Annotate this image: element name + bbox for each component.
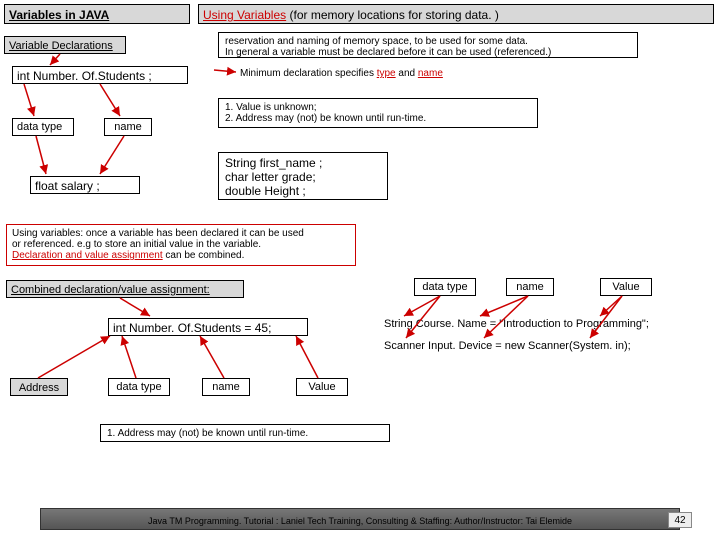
using-box-a: Using variables: once a variable has bee…: [12, 228, 304, 250]
using-box-b: Declaration and value assignment: [12, 250, 163, 261]
footer-text: Java TM Programming. Tutorial : Laniel T…: [0, 516, 720, 526]
data-type-box: data type: [12, 118, 74, 136]
name-box: name: [104, 118, 152, 136]
title-using-variables: Using Variables (for memory locations fo…: [198, 4, 714, 24]
name-box-2: name: [506, 278, 554, 296]
min-decl-text: Minimum declaration specifies type and n…: [240, 68, 443, 79]
note-address-runtime: 1. Address may (not) be known until run-…: [100, 424, 390, 442]
min-decl-and: and: [396, 68, 418, 79]
min-decl-name: name: [418, 68, 443, 79]
value-box: Value: [600, 278, 652, 296]
decl-int-students-45: int Number. Of.Students = 45;: [108, 318, 308, 336]
address-box: Address: [10, 378, 68, 396]
page-number: 42: [668, 512, 692, 528]
variable-declarations-desc: reservation and naming of memory space, …: [218, 32, 638, 58]
decl-multiline-block: String first_name ; char letter grade; d…: [218, 152, 388, 200]
notes-unknown-address: 1. Value is unknown; 2. Address may (not…: [218, 98, 538, 128]
using-box-c: can be combined.: [163, 250, 245, 261]
combined-decl-label: Combined declaration/value assignment:: [6, 280, 244, 298]
data-type-box-3: data type: [108, 378, 170, 396]
using-variables-red: Using Variables: [203, 8, 286, 22]
decl-float-salary: float salary ;: [30, 176, 140, 194]
using-variables-box: Using variables: once a variable has bee…: [6, 224, 356, 266]
decl-int-students: int Number. Of.Students ;: [12, 66, 188, 84]
using-variables-rest: (for memory locations for storing data. …: [286, 8, 499, 22]
example-scanner: Scanner Input. Device = new Scanner(Syst…: [384, 340, 631, 352]
min-decl-type: type: [377, 68, 396, 79]
title-variables-java: Variables in JAVA: [4, 4, 190, 24]
variable-declarations-label: Variable Declarations: [4, 36, 126, 54]
data-type-box-2: data type: [414, 278, 476, 296]
name-box-3: name: [202, 378, 250, 396]
example-string-course: String Course. Name = "Introduction to P…: [384, 318, 649, 330]
value-box-2: Value: [296, 378, 348, 396]
min-decl-a: Minimum declaration specifies: [240, 68, 377, 79]
